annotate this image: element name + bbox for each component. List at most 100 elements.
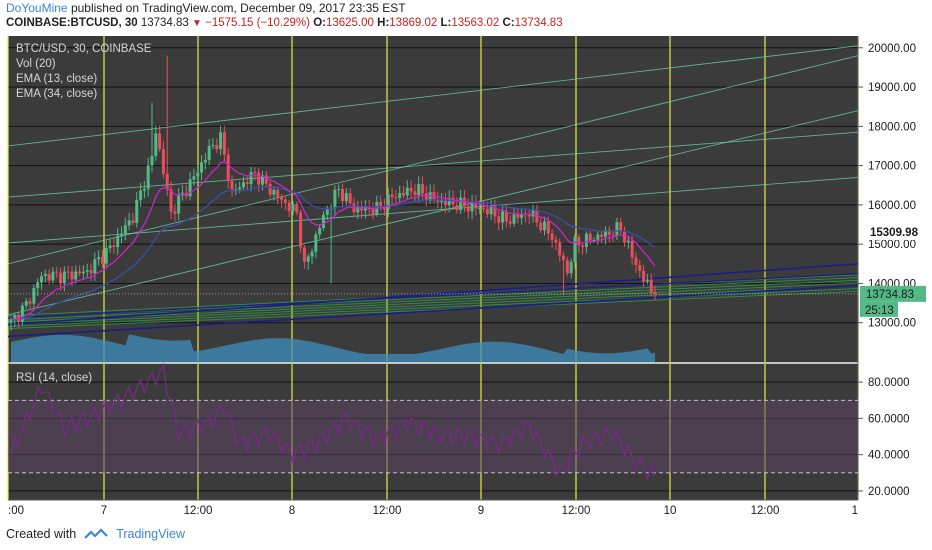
candle-body bbox=[401, 192, 405, 196]
price-axis-tick: 15000.00 bbox=[868, 239, 916, 251]
candle-body bbox=[219, 132, 223, 150]
candle-body bbox=[344, 193, 348, 202]
candle-body bbox=[440, 200, 444, 203]
last-price-label: 13734.83 bbox=[866, 289, 914, 301]
trend-band-line bbox=[7, 288, 859, 327]
candle-body bbox=[283, 199, 287, 203]
candle-body bbox=[154, 133, 158, 156]
candle-body bbox=[321, 214, 325, 228]
candle-body bbox=[558, 242, 562, 256]
candle-body bbox=[356, 206, 360, 213]
candle-body bbox=[127, 220, 131, 226]
candle-body bbox=[626, 240, 630, 243]
candle-body bbox=[649, 279, 653, 293]
candle-body bbox=[436, 199, 440, 203]
candle-body bbox=[74, 271, 78, 280]
prev-close-box bbox=[864, 223, 922, 240]
candle-body bbox=[51, 271, 55, 281]
legend-ema34: EMA (34, close) bbox=[16, 88, 97, 100]
candle-body bbox=[291, 204, 295, 212]
publish-header: DoYouMine published on TradingView.com, … bbox=[6, 1, 406, 15]
low-label: L: bbox=[440, 17, 452, 29]
candle-body bbox=[192, 176, 196, 180]
candle-body bbox=[310, 251, 314, 257]
rsi-line bbox=[10, 362, 656, 481]
candle-body bbox=[504, 211, 508, 222]
rsi-axis-tick: 40.0000 bbox=[868, 450, 910, 462]
legend-rsi: RSI (14, close) bbox=[16, 372, 92, 384]
time-axis-tick: 8 bbox=[289, 505, 295, 517]
price-axis-tick: 20000.00 bbox=[868, 43, 916, 55]
price-axis-tick: 16000.00 bbox=[868, 200, 916, 212]
candle-body bbox=[497, 216, 501, 223]
close-label: C: bbox=[502, 17, 515, 29]
candle-body bbox=[417, 184, 421, 195]
candle-body bbox=[20, 305, 24, 322]
candle-body bbox=[623, 231, 627, 243]
time-axis-tick: :00 bbox=[8, 505, 24, 517]
time-axis-tick: 12:00 bbox=[184, 505, 213, 517]
candle-body bbox=[66, 271, 70, 273]
candle-body bbox=[592, 239, 596, 241]
close-value: 13734.83 bbox=[514, 17, 563, 29]
candle-body bbox=[562, 255, 566, 261]
candle-body bbox=[569, 261, 573, 274]
author-link[interactable]: DoYouMine bbox=[6, 1, 68, 15]
candle-body bbox=[43, 273, 47, 277]
candle-body bbox=[24, 301, 28, 306]
candle-body bbox=[173, 211, 177, 214]
rsi-axis-tick: 60.0000 bbox=[868, 413, 910, 425]
candles bbox=[9, 55, 657, 331]
candle-body bbox=[112, 245, 116, 248]
countdown-box bbox=[860, 301, 898, 317]
candle-body bbox=[47, 273, 51, 281]
price-axis-tick: 18000.00 bbox=[868, 121, 916, 133]
candle-body bbox=[264, 175, 268, 184]
candle-body bbox=[17, 315, 21, 322]
candle-body bbox=[93, 259, 97, 274]
time-axis-tick: 12:00 bbox=[751, 505, 780, 517]
resistance-trendline bbox=[7, 263, 859, 326]
candle-body bbox=[268, 183, 272, 195]
candle-body bbox=[13, 315, 17, 320]
candle-body bbox=[203, 159, 207, 163]
tradingview-link[interactable]: TradingView bbox=[116, 527, 185, 541]
candle-body bbox=[508, 221, 512, 224]
candle-body bbox=[139, 190, 143, 200]
candle-body bbox=[619, 222, 623, 232]
candle-body bbox=[341, 188, 345, 202]
candle-body bbox=[337, 188, 341, 190]
candle-body bbox=[295, 204, 299, 213]
candle-body bbox=[261, 175, 265, 185]
ema13-line bbox=[10, 161, 656, 321]
candle-body bbox=[421, 184, 425, 194]
candle-body bbox=[390, 194, 394, 197]
candle-body bbox=[272, 189, 276, 195]
legend-ema13: EMA (13, close) bbox=[16, 73, 97, 85]
candle-body bbox=[32, 288, 36, 304]
candle-body bbox=[474, 202, 478, 209]
channel-line bbox=[7, 55, 859, 265]
candle-body bbox=[645, 279, 649, 282]
price-axis-tick: 19000.00 bbox=[868, 82, 916, 94]
ticker-change: −1575.15 (−10.29%) bbox=[205, 17, 310, 29]
trend-band-line bbox=[7, 285, 859, 325]
candle-body bbox=[386, 194, 390, 210]
candle-body bbox=[501, 211, 505, 223]
candle-body bbox=[253, 171, 257, 173]
open-label: O: bbox=[313, 17, 326, 29]
candle-body bbox=[70, 271, 74, 280]
last-price-box bbox=[860, 285, 926, 302]
candle-body bbox=[493, 206, 497, 217]
candle-body bbox=[207, 146, 211, 160]
candle-body bbox=[520, 213, 524, 218]
legend-volume: Vol (20) bbox=[16, 58, 56, 70]
candle-body bbox=[409, 187, 413, 192]
candle-body bbox=[215, 144, 219, 150]
candle-body bbox=[607, 229, 611, 235]
candle-body bbox=[108, 245, 112, 248]
candle-body bbox=[455, 204, 459, 211]
candle-body bbox=[302, 247, 306, 262]
candle-body bbox=[527, 214, 531, 217]
